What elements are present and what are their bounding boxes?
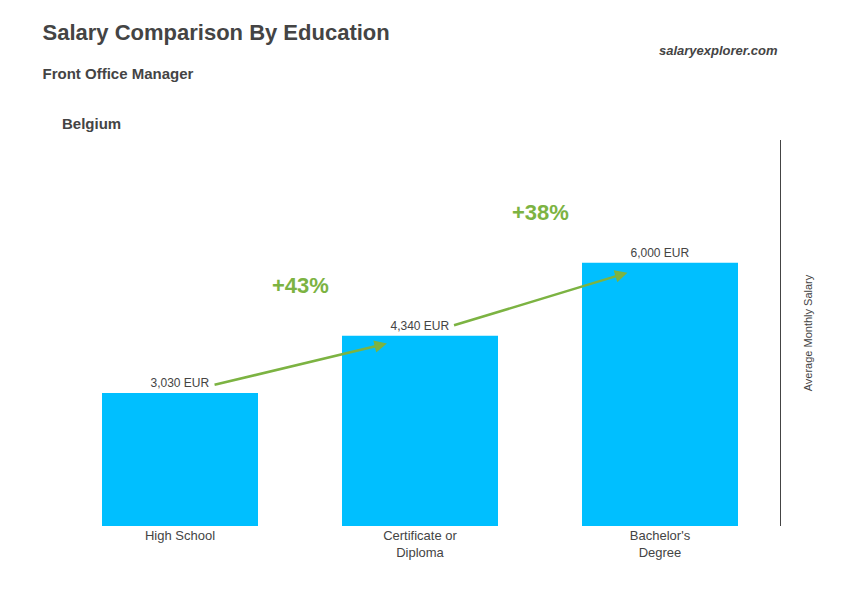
svg-text:Salary Comparison By Education: Salary Comparison By Education	[43, 20, 390, 45]
svg-text:+38%: +38%	[512, 200, 569, 225]
svg-text:Average Monthly Salary: Average Monthly Salary	[802, 274, 814, 391]
svg-text:4,340 EUR: 4,340 EUR	[390, 319, 449, 333]
svg-text:Bachelor'sDegree: Bachelor'sDegree	[630, 528, 691, 560]
svg-text:6,000 EUR: 6,000 EUR	[630, 246, 689, 260]
svg-text:salaryexplorer.com: salaryexplorer.com	[659, 43, 778, 58]
svg-text:Belgium: Belgium	[62, 115, 121, 132]
svg-text:Front Office Manager: Front Office Manager	[43, 65, 194, 82]
svg-text:+43%: +43%	[272, 273, 329, 298]
svg-text:Certificate orDiploma: Certificate orDiploma	[383, 528, 457, 560]
svg-text:High School: High School	[145, 528, 215, 543]
svg-text:3,030 EUR: 3,030 EUR	[150, 376, 209, 390]
